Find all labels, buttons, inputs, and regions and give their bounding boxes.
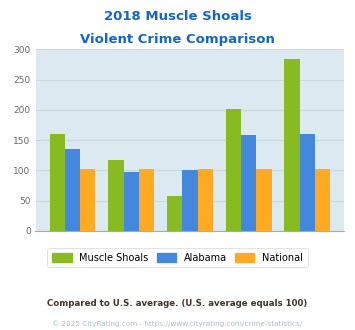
Bar: [198, 169, 213, 231]
Bar: [65, 149, 80, 231]
Text: Compared to U.S. average. (U.S. average equals 100): Compared to U.S. average. (U.S. average …: [47, 299, 308, 308]
Bar: [182, 171, 198, 231]
Text: 2018 Muscle Shoals: 2018 Muscle Shoals: [104, 10, 251, 23]
Text: Violent Crime Comparison: Violent Crime Comparison: [80, 33, 275, 46]
Text: © 2025 CityRating.com - https://www.cityrating.com/crime-statistics/: © 2025 CityRating.com - https://www.city…: [53, 320, 302, 327]
Bar: [315, 169, 330, 231]
Bar: [50, 134, 65, 231]
Bar: [124, 172, 139, 231]
Bar: [256, 169, 272, 231]
Bar: [241, 135, 256, 231]
Bar: [80, 169, 95, 231]
Legend: Muscle Shoals, Alabama, National: Muscle Shoals, Alabama, National: [48, 248, 307, 267]
Bar: [167, 196, 182, 231]
Bar: [300, 134, 315, 231]
Bar: [108, 160, 124, 231]
Bar: [139, 169, 154, 231]
Bar: [284, 59, 300, 231]
Bar: [226, 109, 241, 231]
